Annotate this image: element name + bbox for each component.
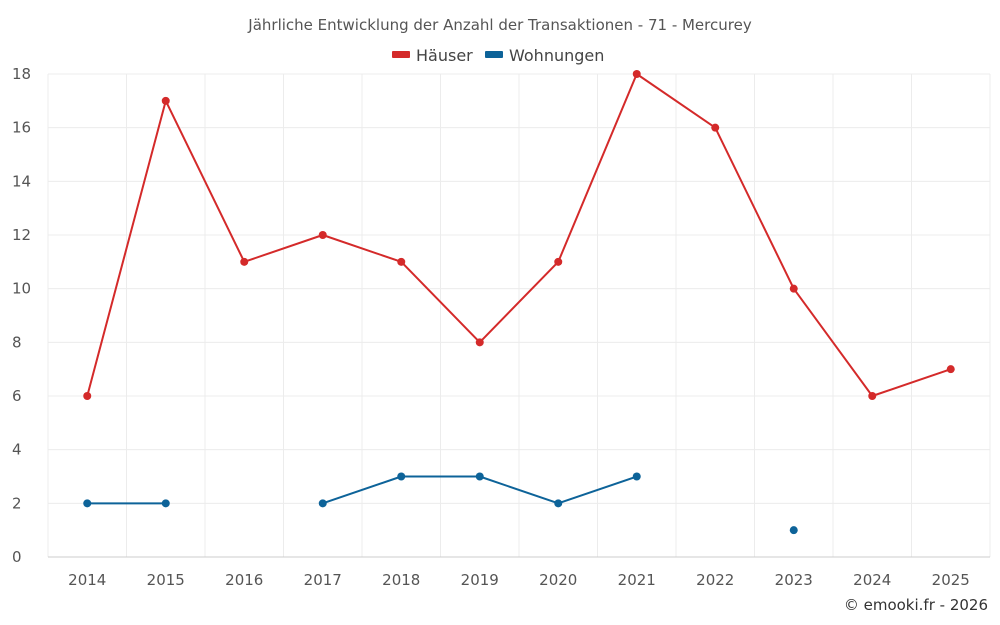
data-point-haeuser-2020[interactable] [554, 257, 563, 266]
data-point-haeuser-2022[interactable] [711, 123, 720, 132]
legend-swatch-wohnungen [485, 51, 503, 58]
data-point-wohnungen-2018[interactable] [397, 472, 406, 481]
data-point-haeuser-2018[interactable] [397, 257, 406, 266]
y-tick-label-2: 2 [12, 494, 22, 512]
y-tick-label-18: 18 [12, 65, 31, 83]
x-tick-label-2014: 2014 [68, 571, 106, 589]
legend-item-haeuser[interactable]: Häuser [392, 46, 473, 65]
legend-item-wohnungen[interactable]: Wohnungen [485, 46, 604, 65]
x-tick-label-2025: 2025 [932, 571, 970, 589]
x-tick-label-2019: 2019 [461, 571, 499, 589]
x-tick-label-2018: 2018 [382, 571, 420, 589]
y-tick-label-0: 0 [12, 548, 22, 566]
legend-label-wohnungen: Wohnungen [509, 46, 604, 65]
y-tick-label-16: 16 [12, 119, 31, 137]
series [83, 70, 955, 535]
x-tick-label-2024: 2024 [853, 571, 891, 589]
legend[interactable]: Häuser Wohnungen [392, 46, 604, 65]
y-tick-label-8: 8 [12, 333, 22, 351]
data-point-haeuser-2024[interactable] [868, 392, 877, 400]
data-point-haeuser-2015[interactable] [161, 96, 170, 105]
data-point-wohnungen-2021[interactable] [632, 472, 641, 481]
x-tick-label-2015: 2015 [147, 571, 185, 589]
y-tick-label-14: 14 [12, 172, 31, 190]
data-point-haeuser-2025[interactable] [946, 365, 955, 374]
grid [47, 73, 991, 557]
y-tick-label-10: 10 [12, 280, 31, 298]
y-tick-label-6: 6 [12, 387, 22, 405]
data-point-wohnungen-2017[interactable] [318, 499, 327, 508]
axes: 0 2 4 6 8 10 12 14 16 18 2014 2015 2016 2017 2018 2019 2… [12, 65, 990, 589]
legend-swatch-haeuser [392, 51, 410, 58]
data-point-haeuser-2019[interactable] [475, 338, 484, 347]
y-tick-label-12: 12 [12, 226, 31, 244]
data-point-haeuser-2014[interactable] [83, 392, 92, 400]
data-point-wohnungen-2023[interactable] [789, 526, 798, 535]
data-point-haeuser-2016[interactable] [240, 257, 249, 266]
data-point-wohnungen-2019[interactable] [475, 472, 484, 481]
data-point-haeuser-2021[interactable] [632, 70, 641, 78]
data-point-haeuser-2023[interactable] [789, 284, 798, 293]
x-tick-label-2023: 2023 [775, 571, 813, 589]
x-tick-label-2021: 2021 [618, 571, 656, 589]
x-tick-label-2020: 2020 [539, 571, 577, 589]
x-tick-label-2016: 2016 [225, 571, 263, 589]
y-tick-label-4: 4 [12, 441, 22, 459]
legend-label-haeuser: Häuser [416, 46, 473, 65]
data-point-haeuser-2017[interactable] [318, 231, 327, 239]
series-line-wohnungen-1 [322, 475, 638, 505]
series-line-haeuser-0 [86, 73, 952, 397]
credit-text: © emooki.fr - 2026 [844, 596, 988, 614]
chart-title: Jährliche Entwicklung der Anzahl der Tra… [247, 16, 752, 34]
x-tick-label-2017: 2017 [304, 571, 342, 589]
x-tick-label-2022: 2022 [696, 571, 734, 589]
data-point-wohnungen-2015[interactable] [161, 499, 170, 508]
data-point-wohnungen-2020[interactable] [554, 499, 563, 508]
data-point-wohnungen-2014[interactable] [83, 499, 92, 508]
